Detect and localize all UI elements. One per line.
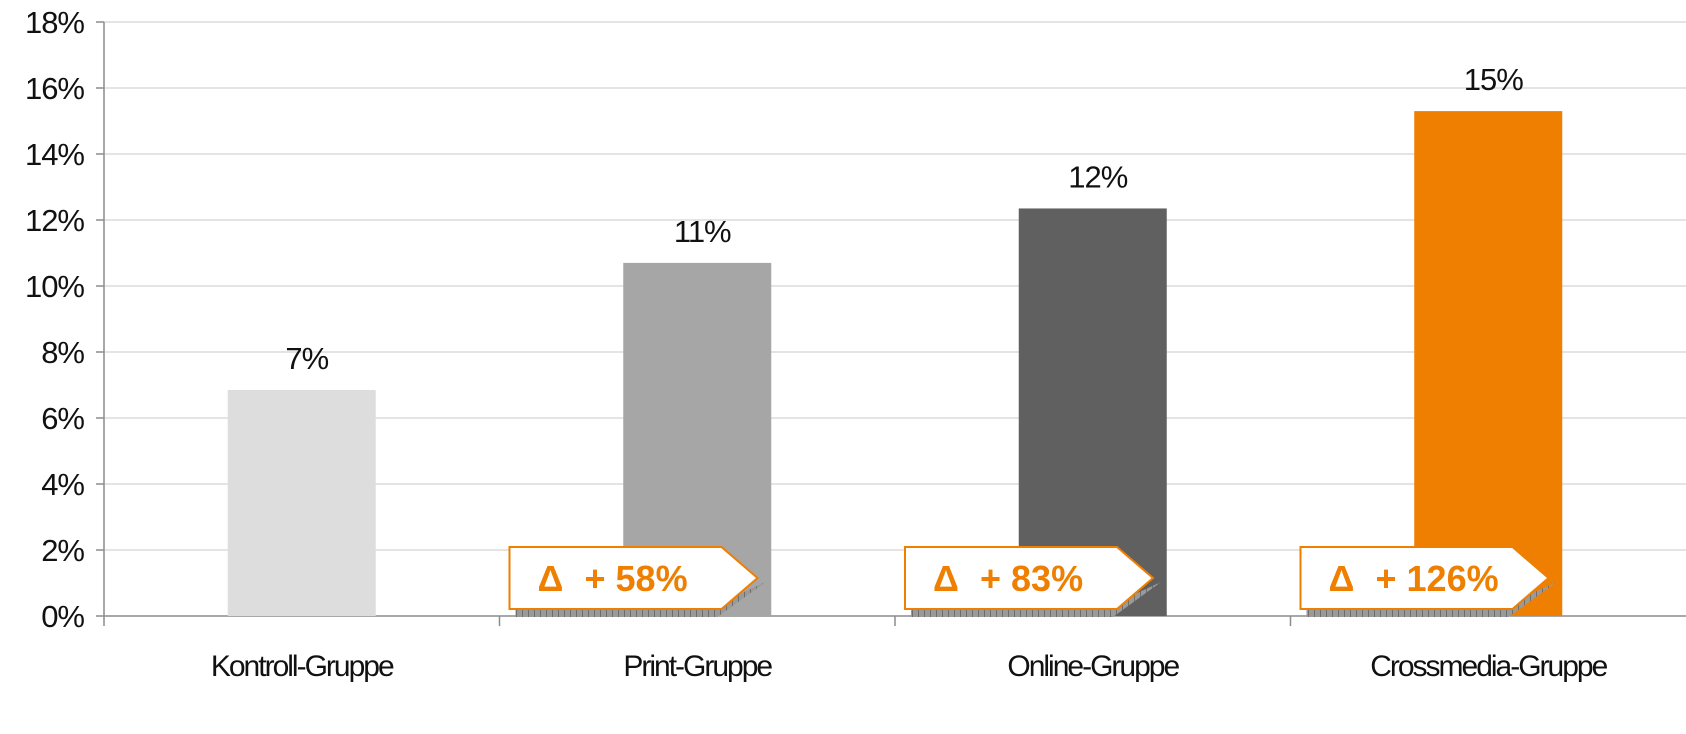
y-tick-label: 0% xyxy=(41,599,84,634)
callout-shape xyxy=(904,546,1155,610)
y-tick-label: 12% xyxy=(25,203,84,238)
bars xyxy=(227,111,1563,616)
x-tick-label: Online-Gruppe xyxy=(1007,650,1179,683)
data-label: 7% xyxy=(285,341,328,376)
delta-value: + 58% xyxy=(585,558,688,599)
x-tick-label: Kontroll-Gruppe xyxy=(211,650,394,683)
y-tick-label: 16% xyxy=(25,71,84,106)
delta-annotations: Δ + 58% Δ + 83% Δ + 126% xyxy=(508,546,1557,617)
delta-symbol: Δ xyxy=(1329,558,1355,599)
delta-value: + 126% xyxy=(1376,558,1499,599)
data-label: 11% xyxy=(674,214,731,249)
delta-callout: Δ + 83% xyxy=(904,546,1161,617)
y-tick-label: 2% xyxy=(41,533,84,568)
data-label: 15% xyxy=(1464,62,1523,97)
callout-shape xyxy=(508,546,760,610)
y-axis: 0% 2% 4% 6% 8% 10% 12% 14% 16% 18% xyxy=(25,5,105,634)
delta-value: + 83% xyxy=(980,558,1083,599)
delta-callout: Δ + 58% xyxy=(508,546,766,617)
x-tick-label: Crossmedia-Gruppe xyxy=(1370,650,1607,683)
data-labels: 7% 11% 12% 15% xyxy=(285,62,1524,376)
y-tick-label: 14% xyxy=(25,137,84,172)
delta-callout: Δ + 126% xyxy=(1299,546,1557,617)
delta-symbol: Δ xyxy=(538,558,564,599)
delta-symbol: Δ xyxy=(933,558,959,599)
y-tick-label: 10% xyxy=(25,269,84,304)
y-tick-label: 18% xyxy=(25,5,84,40)
bar xyxy=(227,389,376,616)
bar xyxy=(1414,111,1563,616)
y-tick-label: 6% xyxy=(41,401,84,436)
callout-shape xyxy=(1299,546,1551,610)
y-tick-label: 8% xyxy=(41,335,84,370)
data-label: 12% xyxy=(1068,159,1127,194)
y-tick-label: 4% xyxy=(41,467,84,502)
x-tick-label: Print-Gruppe xyxy=(623,650,772,683)
x-axis: Kontroll-Gruppe Print-Gruppe Online-Gruppe… xyxy=(104,615,1686,683)
